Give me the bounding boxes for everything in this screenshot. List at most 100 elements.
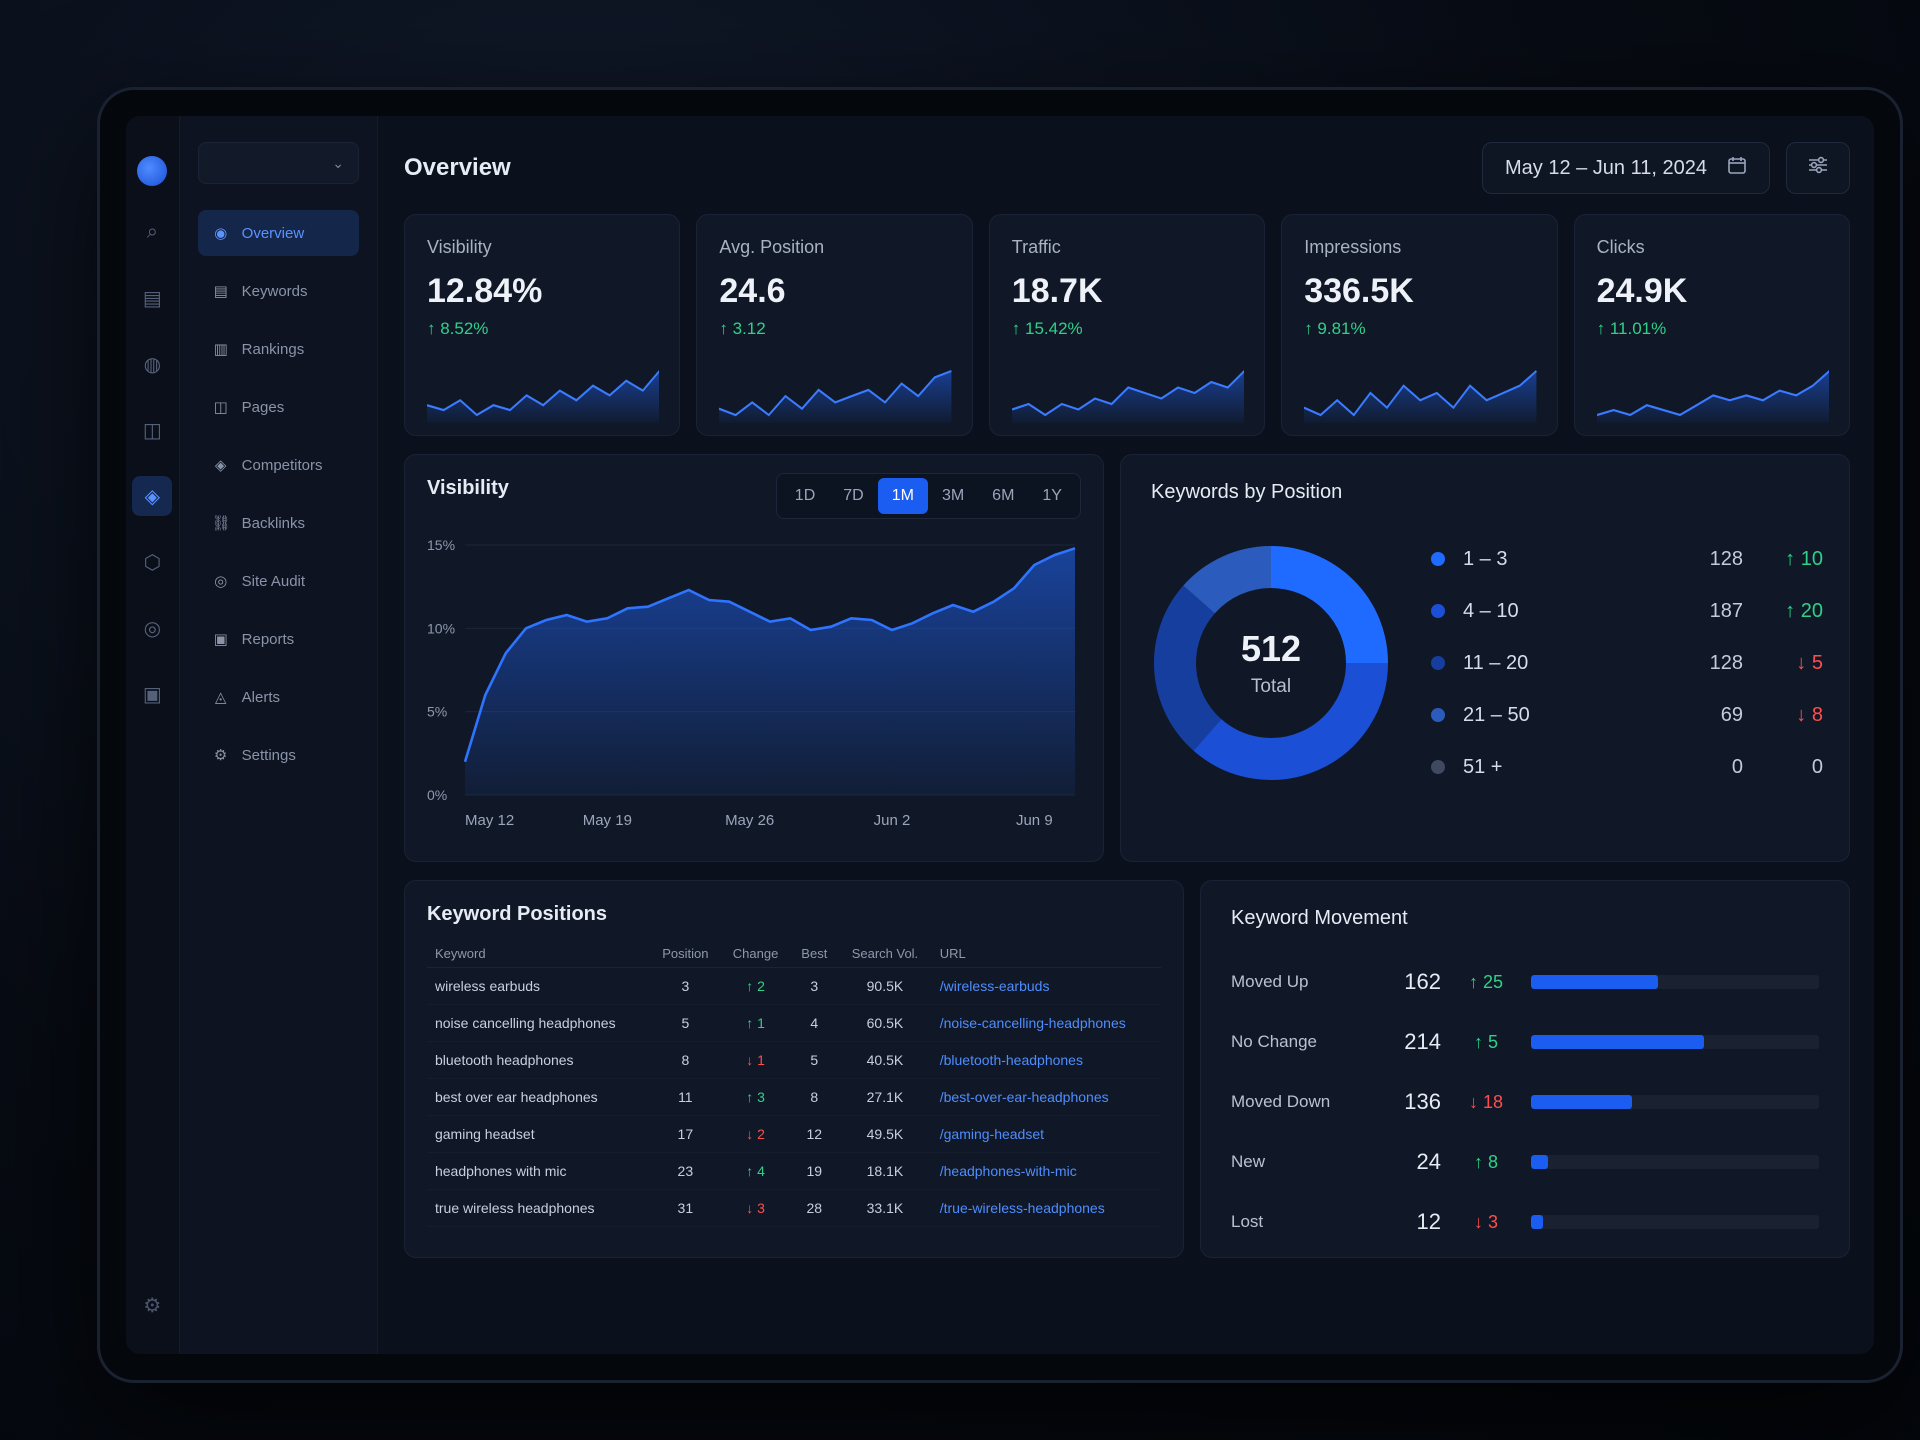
column-header[interactable]: URL [931,940,1161,968]
kpi-delta: ↑ 15.42% [1011,319,1083,338]
donut-slice-3[interactable] [1183,546,1272,614]
donut-slice-2[interactable] [1154,585,1222,751]
competitors-icon[interactable]: ◈ [132,476,173,516]
sidebar-item-label: Settings [241,746,296,764]
url-link[interactable]: /headphones-with-mic [931,1152,1161,1190]
table-row[interactable]: noise cancelling headphones 5 ↑ 1 4 60.5K/no… [426,1004,1161,1042]
url-link[interactable]: /bluetooth-headphones [931,1041,1161,1079]
y-tick-label: 10% [427,620,455,636]
range-tab-1d[interactable]: 1D [794,487,816,504]
url-link[interactable]: /best-over-ear-headphones [931,1078,1161,1116]
workspace-select[interactable]: ⌄ [197,142,359,184]
movement-value: 136 [1404,1089,1441,1114]
donut-slice-0[interactable] [1270,546,1388,664]
range-tab-1y[interactable]: 1Y [1042,487,1062,504]
visibility-card: Visibility 1D 7D 1M 3M 6M 1Y 0% 5% 10% 15% May 12… [403,454,1104,862]
legend-count: 0 [1731,755,1743,778]
column-header[interactable]: Keyword [426,940,651,968]
rankings-icon[interactable]: ◍ [143,353,162,376]
sidebar-item-site-audit[interactable]: ◎ Site Audit [198,558,359,604]
legend-row[interactable]: 11 – 20 128 ↓ 5 [1430,637,1823,689]
legend-row[interactable]: 1 – 3 128 ↑ 10 [1430,533,1823,585]
legend-dot [1430,760,1445,774]
range-tab-1m[interactable]: 1M [877,478,928,514]
change-cell: ↑ 4 [720,1152,791,1190]
table-row[interactable]: wireless earbuds 3 ↑ 2 3 90.5K/wireless-earb… [426,967,1161,1005]
legend-change: ↑ 10 [1785,547,1823,570]
sidebar-item-label: Overview [241,224,305,242]
kpi-delta: ↑ 3.12 [719,319,766,338]
range-tab-7d[interactable]: 7D [843,487,864,504]
pages-icon[interactable]: ◫ [142,419,162,442]
donut-slice-1[interactable] [1193,662,1388,780]
filter-button[interactable] [1785,142,1850,194]
site-audit-icon[interactable]: ◎ [143,617,162,640]
best-cell: 12 [790,1115,839,1153]
best-cell: 4 [790,1004,839,1042]
table-row[interactable]: gaming headset 17 ↓ 2 12 49.5K/gaming-headse… [426,1115,1161,1153]
legend-dot [1430,656,1445,670]
url-link[interactable]: /noise-cancelling-headphones [931,1004,1161,1042]
keyword-cell: noise cancelling headphones [426,1004,651,1042]
movement-bar-track [1530,1035,1819,1049]
sidebar-item-reports[interactable]: ▣ Reports [198,616,359,662]
search-icon[interactable]: ⌕ [146,220,158,243]
kpi-card-clicks[interactable]: Clicks 24.9K ↑ 11.01% [1573,214,1851,436]
table-row[interactable]: true wireless headphones 31 ↓ 3 28 33.1K/tru… [426,1189,1161,1227]
movement-label: Moved Down [1230,1092,1331,1111]
url-link[interactable]: /gaming-headset [931,1115,1161,1153]
sparkline-area [1011,371,1245,423]
keywords-icon[interactable]: ▤ [142,287,162,310]
range-tab-6m[interactable]: 6M [992,487,1015,504]
app-logo[interactable] [137,156,168,186]
kpi-sparkline [1011,370,1245,423]
column-header[interactable]: Best [790,940,839,968]
sidebar-item-settings[interactable]: ⚙ Settings [198,732,359,778]
sidebar-item-pages[interactable]: ◫ Pages [198,384,359,430]
search-volume-cell: 40.5K [838,1041,932,1079]
settings-icon[interactable]: ⚙ [143,1295,162,1317]
url-link[interactable]: /wireless-earbuds [931,967,1161,1005]
sidebar-item-alerts[interactable]: ◬ Alerts [198,674,359,720]
reports-icon[interactable]: ▣ [142,683,162,706]
bottom-row: Keyword Positions Keyword Position Change B… [403,880,1850,1258]
sidebar-item-keywords[interactable]: ▤ Keywords [198,268,359,314]
legend-row[interactable]: 51 + 0 0 [1430,741,1823,793]
sparkline-area [1304,371,1537,423]
table-row[interactable]: headphones with mic 23 ↑ 4 19 18.1K/headphon… [426,1152,1161,1190]
main-content: Overview May 12 – Jun 11, 2024 [378,116,1874,1354]
chevron-down-icon: ⌄ [332,154,344,171]
movement-change: ↓ 18 [1468,1091,1503,1112]
settings-icon: ⚙ [213,747,228,764]
date-range-picker[interactable]: May 12 – Jun 11, 2024 [1481,142,1770,194]
table-row[interactable]: bluetooth headphones 8 ↓ 1 5 40.5K/bluetooth… [426,1041,1161,1079]
kpi-value: 12.84% [426,272,543,310]
visibility-chart: 0% 5% 10% 15% May 12 May 19 May 26 Jun 2 Jun 9 [427,537,1076,829]
search-volume-cell: 18.1K [838,1152,932,1190]
backlinks-icon[interactable]: ⬡ [143,551,162,574]
legend-row[interactable]: 4 – 10 187 ↑ 20 [1430,585,1823,637]
legend-row[interactable]: 21 – 50 69 ↓ 8 [1430,689,1823,741]
kpi-card-avg-position[interactable]: Avg. Position 24.6 ↑ 3.12 [696,214,973,436]
sidebar-item-competitors[interactable]: ◈ Competitors [198,442,359,488]
kpi-card-impressions[interactable]: Impressions 336.5K ↑ 9.81% [1281,214,1558,436]
site-audit-icon: ◎ [214,573,228,590]
range-tab-3m[interactable]: 3M [941,487,965,504]
sidebar-item-label: Site Audit [241,572,306,590]
table-row[interactable]: best over ear headphones 11 ↑ 3 8 27.1K/best… [426,1078,1161,1116]
visibility-title: Visibility [426,477,509,499]
url-link[interactable]: /true-wireless-headphones [931,1189,1161,1227]
donut-chart [1153,546,1388,780]
column-header[interactable]: Search Vol. [838,940,932,968]
column-header[interactable]: Change [720,940,791,968]
search-volume-cell: 33.1K [838,1189,932,1227]
sidebar-item-backlinks[interactable]: ⛓ Backlinks [198,500,359,546]
keyword-cell: headphones with mic [426,1152,651,1190]
kpi-card-traffic[interactable]: Traffic 18.7K ↑ 15.42% [988,214,1266,436]
search-volume-cell: 90.5K [838,967,932,1005]
sidebar-item-label: Rankings [241,340,305,358]
sidebar-item-rankings[interactable]: ▥ Rankings [198,326,359,372]
column-header[interactable]: Position [650,940,721,968]
kpi-card-visibility[interactable]: Visibility 12.84% ↑ 8.52% [403,214,681,436]
sidebar-item-overview[interactable]: ◉ Overview [197,210,359,256]
